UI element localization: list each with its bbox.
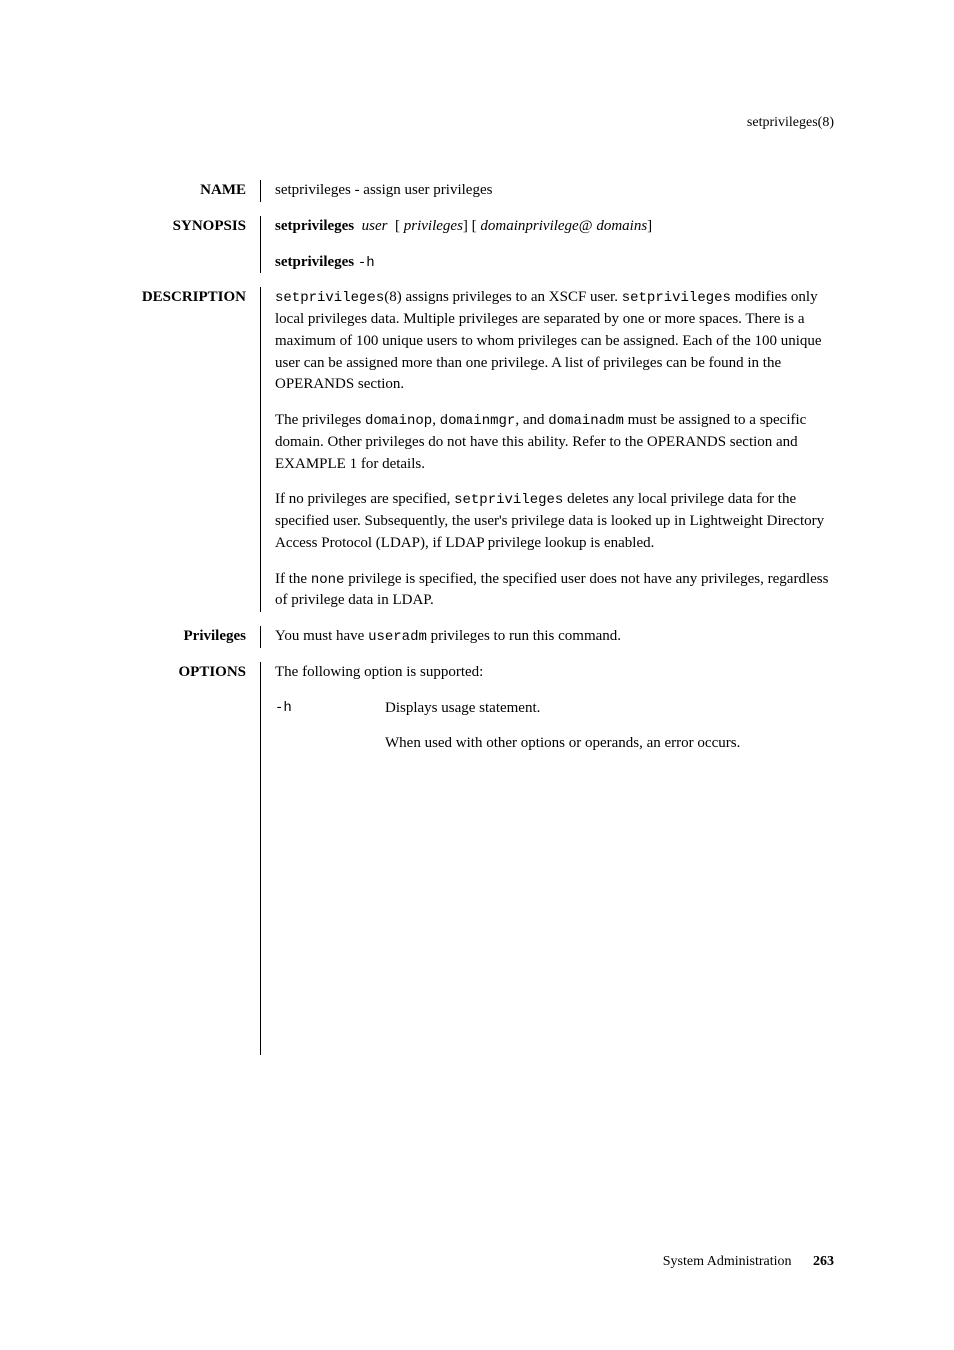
syn-domainpriv: domainprivilege [480,218,578,234]
option-h-row: -h Displays usage statement. When used w… [275,698,844,756]
section-name: NAME setprivileges - assign user privile… [110,180,844,202]
name-text: setprivileges - assign user privileges [275,180,844,202]
d4b: none [311,572,345,588]
syn-user: user [362,218,388,234]
syn2-flag: -h [358,255,375,271]
section-options: OPTIONS The following option is supporte… [110,662,844,1055]
d2d: domainmgr [440,413,516,429]
d1b: (8) assigns privileges to an XSCF user. [384,289,622,305]
label-description: DESCRIPTION [110,287,260,309]
d2b: domainop [365,413,432,429]
syn-domains: domains [596,218,647,234]
label-privileges: Privileges [110,626,260,648]
body-privileges: You must have useradm privileges to run … [260,626,844,648]
section-synopsis: SYNOPSIS setprivileges user [ privileges… [110,216,844,274]
synopsis-line2: setprivileges -h [275,252,844,274]
syn2-cmd: setprivileges [275,254,354,270]
footer-text: System Administration [663,1254,792,1269]
desc-p2: The privileges domainop, domainmgr, and … [275,410,844,475]
body-name: setprivileges - assign user privileges [260,180,844,202]
pr3: privileges to run this command. [427,628,621,644]
desc-p3: If no privileges are specified, setprivi… [275,489,844,554]
d3b: setprivileges [454,492,563,508]
body-description: setprivileges(8) assigns privileges to a… [260,287,844,612]
d4c: privilege is specified, the specified us… [275,571,828,609]
options-intro: The following option is supported: [275,662,844,684]
label-synopsis: SYNOPSIS [110,216,260,238]
d2f: domainadm [548,413,624,429]
page-header-tag: setprivileges(8) [747,115,834,131]
option-h-flag: -h [275,698,385,718]
d3a: If no privileges are specified, [275,491,454,507]
body-synopsis: setprivileges user [ privileges] [ domai… [260,216,844,274]
section-description: DESCRIPTION setprivileges(8) assigns pri… [110,287,844,612]
opt-d1: Displays usage statement. [385,698,844,720]
section-privileges: Privileges You must have useradm privile… [110,626,844,648]
label-options: OPTIONS [110,662,260,684]
d1a: setprivileges [275,290,384,306]
priv-text: You must have useradm privileges to run … [275,626,844,648]
d2c: , [432,412,440,428]
synopsis-line1: setprivileges user [ privileges] [ domai… [275,216,844,238]
d4a: If the [275,571,311,587]
syn-at: @ [579,218,593,234]
syn-priv: privileges [404,218,463,234]
page-footer: System Administration 263 [663,1254,834,1270]
pr1: You must have [275,628,368,644]
syn-cmd: setprivileges [275,218,354,234]
opt-d2: When used with other options or operands… [385,733,844,755]
option-h-desc: Displays usage statement. When used with… [385,698,844,756]
body-options: The following option is supported: -h Di… [260,662,844,1055]
pr2: useradm [368,629,427,645]
main-content: NAME setprivileges - assign user privile… [110,180,844,1055]
footer-page-number: 263 [813,1254,834,1269]
label-name: NAME [110,180,260,202]
d2a: The privileges [275,412,365,428]
d2e: , and [515,412,548,428]
d1c: setprivileges [622,290,731,306]
desc-p4: If the none privilege is specified, the … [275,569,844,613]
desc-p1: setprivileges(8) assigns privileges to a… [275,287,844,396]
